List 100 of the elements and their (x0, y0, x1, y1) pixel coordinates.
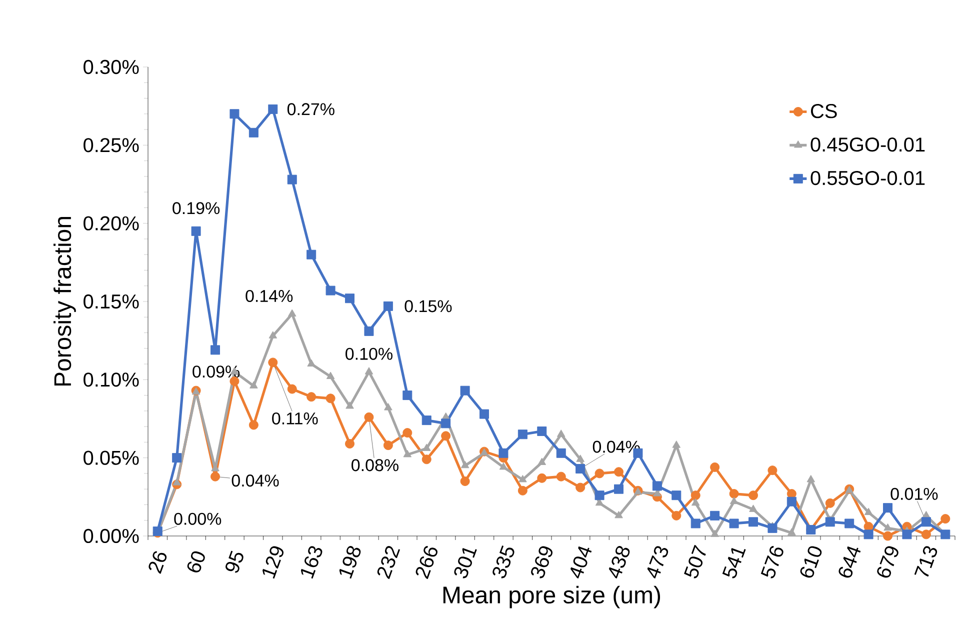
point (422, 454, 432, 464)
point (576, 482, 586, 492)
point (729, 489, 739, 499)
data-label: 0.15% (404, 300, 452, 312)
point (287, 384, 297, 394)
point (594, 490, 604, 500)
point (383, 440, 393, 450)
point (518, 430, 528, 440)
point (306, 250, 316, 260)
point (556, 472, 566, 482)
x-tick-label: 369 (531, 546, 553, 578)
x-tick-label: 301 (454, 548, 477, 578)
x-tick-label: 95 (226, 550, 244, 573)
point (518, 486, 528, 496)
point (441, 418, 451, 428)
point (441, 431, 451, 441)
data-label: 0.01% (890, 488, 938, 500)
point (672, 440, 681, 448)
point (326, 286, 336, 296)
point (326, 394, 336, 404)
point (326, 372, 335, 380)
x-tick-label: 232 (377, 546, 400, 580)
legend-label: CS (810, 104, 837, 118)
x-tick-label: 198 (339, 546, 361, 579)
point (345, 439, 355, 449)
x-tick-label: 129 (262, 546, 284, 579)
point (518, 474, 527, 482)
y-tick-label: 0.30% (84, 60, 139, 74)
point (537, 473, 547, 483)
data-label: 0.08% (352, 459, 398, 472)
x-tick-label: 610 (800, 546, 822, 578)
point (250, 381, 258, 388)
point (307, 359, 316, 367)
x-tick-label: 576 (760, 546, 784, 578)
y-tick-label: 0.00% (84, 528, 139, 544)
point (230, 109, 240, 119)
point (690, 490, 700, 500)
point (576, 454, 584, 462)
x-tick-label: 679 (877, 546, 898, 578)
point (864, 508, 873, 516)
point (384, 403, 392, 410)
x-tick-label: 438 (608, 546, 630, 579)
point (345, 294, 355, 304)
point (748, 517, 758, 527)
data-label: 0.10% (346, 348, 392, 360)
point (422, 416, 432, 426)
x-tick-label: 644 (838, 546, 861, 578)
point (884, 523, 892, 531)
point (749, 504, 758, 512)
point (672, 510, 682, 520)
point (306, 392, 316, 402)
point (556, 430, 566, 437)
point (383, 301, 393, 311)
point (498, 448, 508, 458)
point (690, 518, 700, 528)
legend-label: 0.45GO-0.01 (810, 137, 925, 152)
data-label: 0.04% (232, 474, 279, 487)
x-tick-label: 60 (187, 551, 205, 572)
point (402, 390, 412, 400)
point (480, 409, 490, 419)
point (403, 450, 412, 458)
point (768, 523, 778, 533)
data-label: 0.14% (246, 290, 293, 302)
point (268, 104, 278, 114)
point (538, 458, 546, 466)
x-tick-label: 163 (300, 546, 322, 579)
x-tick-label: 266 (416, 546, 438, 580)
point (210, 472, 220, 482)
point (788, 528, 796, 536)
x-tick-label: 335 (492, 545, 514, 578)
x-tick-label: 404 (570, 546, 592, 579)
y-tick-label: 0.05% (84, 450, 139, 465)
point (902, 530, 912, 540)
point (691, 498, 700, 506)
point (346, 401, 354, 409)
point (614, 510, 623, 518)
point (883, 531, 892, 541)
point (729, 518, 739, 528)
data-label: 0.00% (174, 512, 222, 525)
point (248, 420, 258, 430)
point (940, 530, 950, 540)
point (844, 518, 854, 528)
point (288, 309, 296, 316)
legend-label: 0.55GO-0.01 (810, 170, 925, 186)
point (594, 468, 604, 478)
x-tick-label: 26 (148, 551, 167, 574)
x-tick-label: 473 (647, 546, 668, 579)
point (248, 128, 258, 138)
point (883, 503, 892, 513)
y-tick-label: 0.10% (84, 372, 139, 387)
point (364, 412, 374, 422)
point (210, 345, 220, 355)
point (460, 386, 470, 396)
point (940, 514, 950, 524)
y-axis-title: Porosity fraction (54, 217, 76, 386)
point (921, 517, 931, 527)
point (576, 464, 586, 474)
y-tick-label: 0.15% (84, 294, 139, 309)
point (422, 444, 431, 451)
point (172, 478, 181, 486)
